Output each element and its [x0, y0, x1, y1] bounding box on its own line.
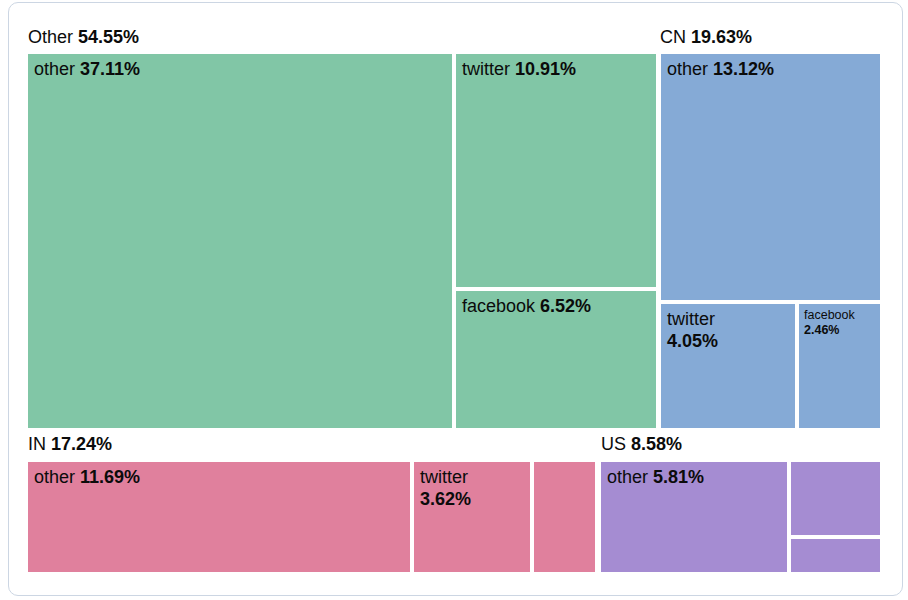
- group-name: Other: [28, 27, 73, 47]
- group-name: US: [601, 434, 626, 454]
- cell-us-other[interactable]: other5.81%: [601, 462, 787, 572]
- group-value: 17.24%: [51, 434, 112, 454]
- group-header-cn: CN19.63%: [660, 27, 752, 48]
- cell-label: other: [607, 467, 648, 487]
- group-name: IN: [28, 434, 46, 454]
- cell-value: 3.62%: [420, 488, 524, 510]
- group-value: 8.58%: [631, 434, 682, 454]
- cell-label: twitter: [667, 308, 789, 330]
- cell-value: 37.11%: [80, 59, 140, 79]
- cell-other-twitter[interactable]: twitter10.91%: [456, 54, 656, 287]
- group-value: 54.55%: [78, 27, 139, 47]
- cell-in-unlabeled-2[interactable]: [534, 462, 595, 572]
- treemap-chart: Other54.55%other37.11%twitter10.91%faceb…: [0, 0, 908, 600]
- group-name: CN: [660, 27, 686, 47]
- cell-value: 10.91%: [515, 59, 576, 79]
- group-header-in: IN17.24%: [28, 434, 112, 455]
- cell-label: other: [34, 59, 75, 79]
- cell-other-other[interactable]: other37.11%: [28, 54, 452, 428]
- cell-label: twitter: [462, 59, 510, 79]
- cell-label: twitter: [420, 466, 524, 488]
- cell-value: 2.46%: [804, 323, 875, 338]
- group-header-us: US8.58%: [601, 434, 682, 455]
- cell-cn-twitter[interactable]: twitter4.05%: [661, 304, 795, 428]
- cell-cn-facebook[interactable]: facebook2.46%: [799, 304, 880, 428]
- cell-label: other: [667, 59, 708, 79]
- cell-in-twitter[interactable]: twitter3.62%: [414, 462, 530, 572]
- cell-value: 6.52%: [540, 296, 591, 316]
- cell-cn-other[interactable]: other13.12%: [661, 54, 880, 300]
- cell-label: facebook: [804, 308, 875, 323]
- cell-us-unlabeled-2[interactable]: [791, 539, 880, 572]
- cell-us-unlabeled-1[interactable]: [791, 462, 880, 535]
- group-value: 19.63%: [691, 27, 752, 47]
- cell-label: facebook: [462, 296, 535, 316]
- group-header-other: Other54.55%: [28, 27, 139, 48]
- treemap-layer: Other54.55%other37.11%twitter10.91%faceb…: [0, 0, 908, 600]
- cell-label: other: [34, 467, 75, 487]
- cell-value: 13.12%: [713, 59, 774, 79]
- cell-value: 4.05%: [667, 330, 789, 352]
- cell-in-other[interactable]: other11.69%: [28, 462, 410, 572]
- cell-other-facebook[interactable]: facebook6.52%: [456, 291, 656, 428]
- cell-value: 5.81%: [653, 467, 704, 487]
- cell-value: 11.69%: [80, 467, 140, 487]
